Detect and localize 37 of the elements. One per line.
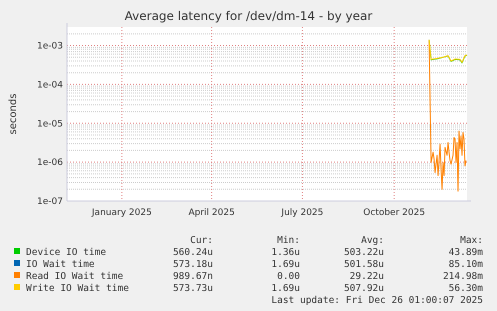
text: 56.30m xyxy=(448,283,484,294)
legend-label: Read IO Wait time xyxy=(26,271,124,282)
text: 1.36u xyxy=(271,247,300,258)
text: 43.89m xyxy=(448,247,484,258)
text: 501.58u xyxy=(344,259,384,270)
chart-title: Average latency for /dev/dm-14 - by year xyxy=(124,9,372,23)
y-tick-label: 1e-03 xyxy=(37,42,63,52)
line-series xyxy=(428,39,466,192)
text: 29.22u xyxy=(350,271,384,282)
text: 214.98m xyxy=(442,271,484,282)
y-tick-label: 1e-05 xyxy=(37,119,63,130)
text: 1.69u xyxy=(271,283,300,294)
text: 503.22u xyxy=(344,247,384,258)
text: Avg: xyxy=(361,235,384,246)
text: 85.10m xyxy=(448,259,484,270)
legend-label: IO Wait time xyxy=(26,259,95,270)
legend-label: Write IO Wait time xyxy=(26,283,130,294)
y-tick-label: 1e-04 xyxy=(37,80,64,90)
y-axis-title: seconds xyxy=(8,94,19,134)
x-tick-label: July 2025 xyxy=(280,208,324,218)
text: 573.18u xyxy=(172,259,213,270)
text: Max: xyxy=(460,235,483,246)
text: 989.67n xyxy=(172,271,213,282)
text: 1.69u xyxy=(271,259,300,270)
x-tick-label: April 2025 xyxy=(188,208,235,218)
x-tick-label: October 2025 xyxy=(363,208,426,218)
text: Min: xyxy=(277,235,300,246)
x-tick-label: January 2025 xyxy=(90,208,152,218)
text: 507.92u xyxy=(344,283,384,294)
text: Cur: xyxy=(190,235,213,246)
legend-label: Device IO time xyxy=(26,247,106,258)
text: 573.73u xyxy=(172,283,213,294)
y-tick-label: 1e-06 xyxy=(37,158,64,168)
text: Last update: Fri Dec 26 01:00:07 2025 xyxy=(271,295,483,306)
text: 560.24u xyxy=(172,247,213,258)
text: 0.00 xyxy=(277,271,300,282)
y-tick-label: 1e-07 xyxy=(37,197,63,207)
